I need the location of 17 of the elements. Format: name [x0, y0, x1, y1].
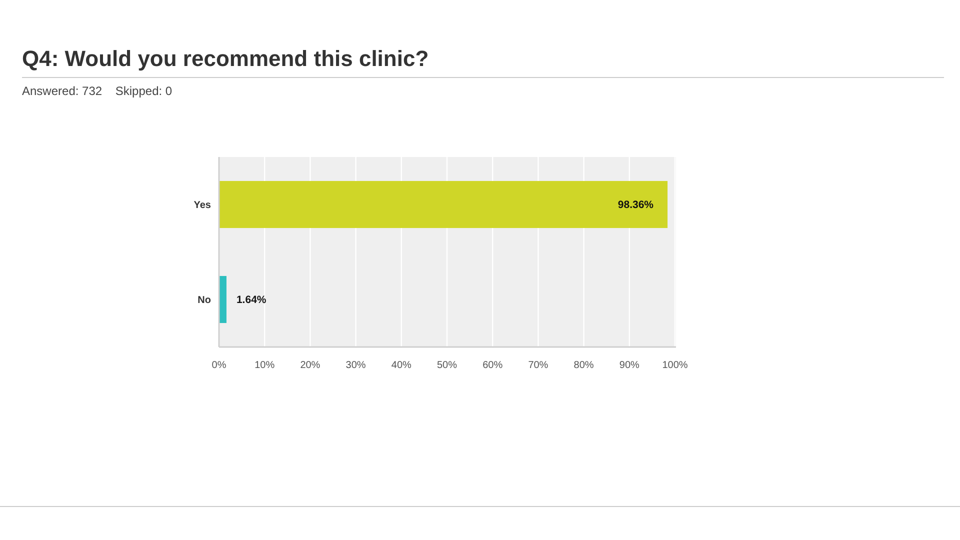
- x-tick-label: 70%: [528, 360, 548, 371]
- chart-title: Q4: Would you recommend this clinic?: [22, 46, 429, 71]
- x-tick-label: 20%: [300, 360, 320, 371]
- data-label: 1.64%: [236, 294, 267, 306]
- x-tick-label: 30%: [346, 360, 366, 371]
- text: Answered: 732 Skipped: 0: [22, 84, 172, 98]
- x-tick-label: 90%: [619, 360, 640, 371]
- x-tick-label: 100%: [662, 360, 688, 371]
- x-tick-label: 10%: [254, 360, 275, 371]
- x-tick-label: 0%: [212, 360, 226, 371]
- x-tick-label: 40%: [391, 360, 412, 371]
- data-label: 98.36%: [618, 199, 654, 212]
- y-tick-label: Yes: [194, 200, 212, 211]
- y-tick-label: No: [198, 295, 211, 306]
- x-tick-label: 60%: [482, 360, 503, 371]
- x-tick-label: 50%: [436, 360, 458, 371]
- x-tick-label: 80%: [574, 360, 594, 371]
